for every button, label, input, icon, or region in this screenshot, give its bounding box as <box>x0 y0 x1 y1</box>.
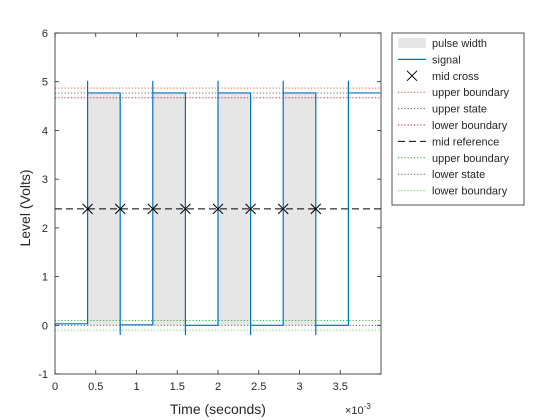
x-exponent-base: ×10 <box>345 405 364 417</box>
mid-cross-marker <box>310 203 322 215</box>
legend-label: lower boundary <box>432 186 508 198</box>
mid-cross-stroke <box>180 203 191 215</box>
mid-cross-stroke <box>147 203 159 215</box>
legend: pulse width signal mid cross upper boundary… <box>391 32 525 206</box>
mid-cross-stroke <box>114 203 126 215</box>
legend-item: lower boundary <box>398 186 508 198</box>
legend-item: mid cross <box>406 70 480 83</box>
legend-box <box>391 32 525 206</box>
legend-label: signal <box>432 54 461 66</box>
y-tick-label: 1 <box>42 272 48 284</box>
x-tick-label: 3 <box>296 381 302 393</box>
x-exponent-label: ×10-3 <box>345 402 371 417</box>
x-tick-label: 2 <box>215 381 221 393</box>
mid-cross-marker <box>147 203 159 215</box>
legend-item: lower boundary <box>398 120 508 132</box>
mid-cross-stroke <box>277 203 289 215</box>
legend-item: upper boundary <box>398 153 510 165</box>
legend-item: pulse width <box>398 38 487 50</box>
legend-item: signal <box>398 54 461 66</box>
x-tick-label: 3.5 <box>333 381 348 393</box>
legend-label: mid cross <box>432 71 480 83</box>
legend-item: mid reference <box>398 136 499 148</box>
legend-label: lower state <box>432 169 485 181</box>
y-tick-label: -1 <box>38 369 48 381</box>
x-tick-label: 0.5 <box>88 381 103 393</box>
mid-cross-marker <box>212 203 224 215</box>
mid-cross-marker <box>277 203 289 215</box>
legend-swatch-patch <box>398 38 426 48</box>
axes: 0 0.5 1 1.5 2 2.5 3 3.5 -1 0 1 2 3 4 5 6 <box>38 28 382 393</box>
x-tick-label: 0 <box>52 381 58 393</box>
mid-cross-stroke <box>212 203 224 215</box>
mid-cross-marker <box>114 203 126 215</box>
x-tick-label: 1.5 <box>170 381 185 393</box>
plot-area <box>55 33 381 374</box>
mid-cross-stroke <box>82 203 93 215</box>
legend-label: pulse width <box>432 38 487 50</box>
legend-item: upper boundary <box>398 87 510 99</box>
y-tick-label: 4 <box>42 125 48 137</box>
legend-label: mid reference <box>432 136 499 148</box>
mid-cross-marker <box>245 203 256 215</box>
mid-cross-stroke <box>245 203 256 215</box>
mid-cross-stroke <box>310 203 322 215</box>
y-tick-label: 6 <box>42 28 48 40</box>
y-tick-label: 3 <box>42 174 48 186</box>
x-axis-label: Time (seconds) <box>170 401 266 417</box>
x-tick-label: 1 <box>133 381 139 393</box>
y-tick-label: 0 <box>42 320 48 332</box>
y-tick-label: 5 <box>42 77 48 89</box>
mid-cross-marker <box>180 203 191 215</box>
legend-label: upper boundary <box>432 87 510 99</box>
x-tick-label: 2.5 <box>251 381 266 393</box>
legend-label: upper boundary <box>432 153 510 165</box>
legend-label: upper state <box>432 104 487 116</box>
y-axis-label: Level (Volts) <box>17 169 33 246</box>
mid-cross-marker <box>82 203 93 215</box>
legend-item: lower state <box>398 169 485 181</box>
x-exponent-power: -3 <box>364 402 372 411</box>
legend-label: lower boundary <box>432 120 508 132</box>
y-tick-label: 2 <box>42 223 48 235</box>
legend-item: upper state <box>398 104 487 116</box>
legend-swatch-marker <box>406 70 418 82</box>
